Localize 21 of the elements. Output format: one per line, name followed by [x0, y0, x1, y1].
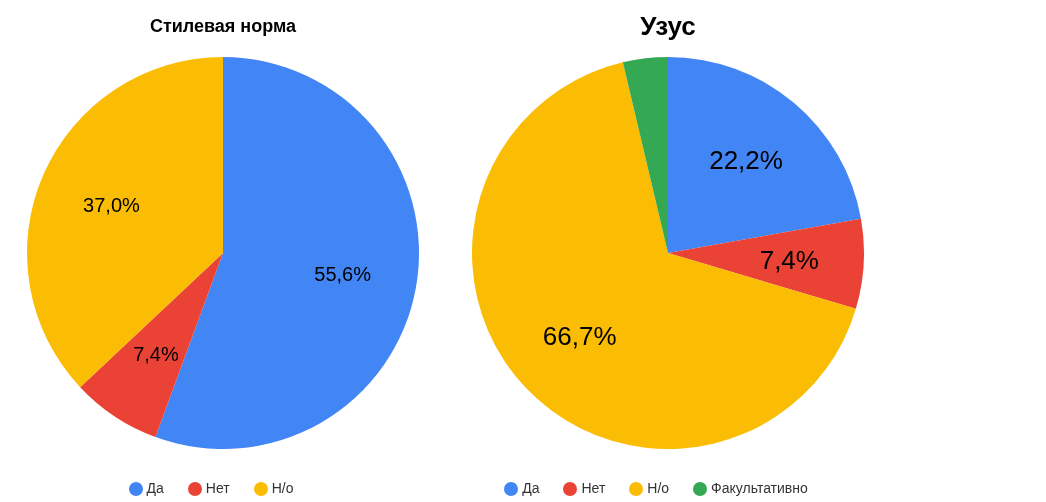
legend-label: Н/о	[647, 480, 670, 496]
pie-slice	[472, 62, 856, 449]
legend-label: Нет	[205, 480, 230, 496]
legend-label: Н/о	[271, 480, 294, 496]
chart-title: Узус	[639, 10, 697, 43]
data-label: 55,6%	[314, 263, 372, 286]
legend-label: Нет	[581, 480, 606, 496]
data-label: 37,0%	[83, 193, 141, 216]
data-label: 22,2%	[709, 144, 783, 175]
pie-slice	[668, 218, 864, 309]
data-label: 7,4%	[759, 244, 819, 275]
legend-label: Да	[146, 480, 164, 496]
chart-title: Стилевая норма	[148, 15, 298, 38]
pie-slice	[80, 253, 223, 437]
pie-slice	[668, 57, 861, 253]
legend-label: Факультативно	[711, 480, 808, 496]
pie-slice	[622, 57, 668, 253]
data-label: 7,4%	[133, 343, 179, 366]
pie-slice	[27, 57, 223, 388]
data-label: 66,7%	[542, 321, 617, 352]
legend-label: Да	[522, 480, 540, 496]
